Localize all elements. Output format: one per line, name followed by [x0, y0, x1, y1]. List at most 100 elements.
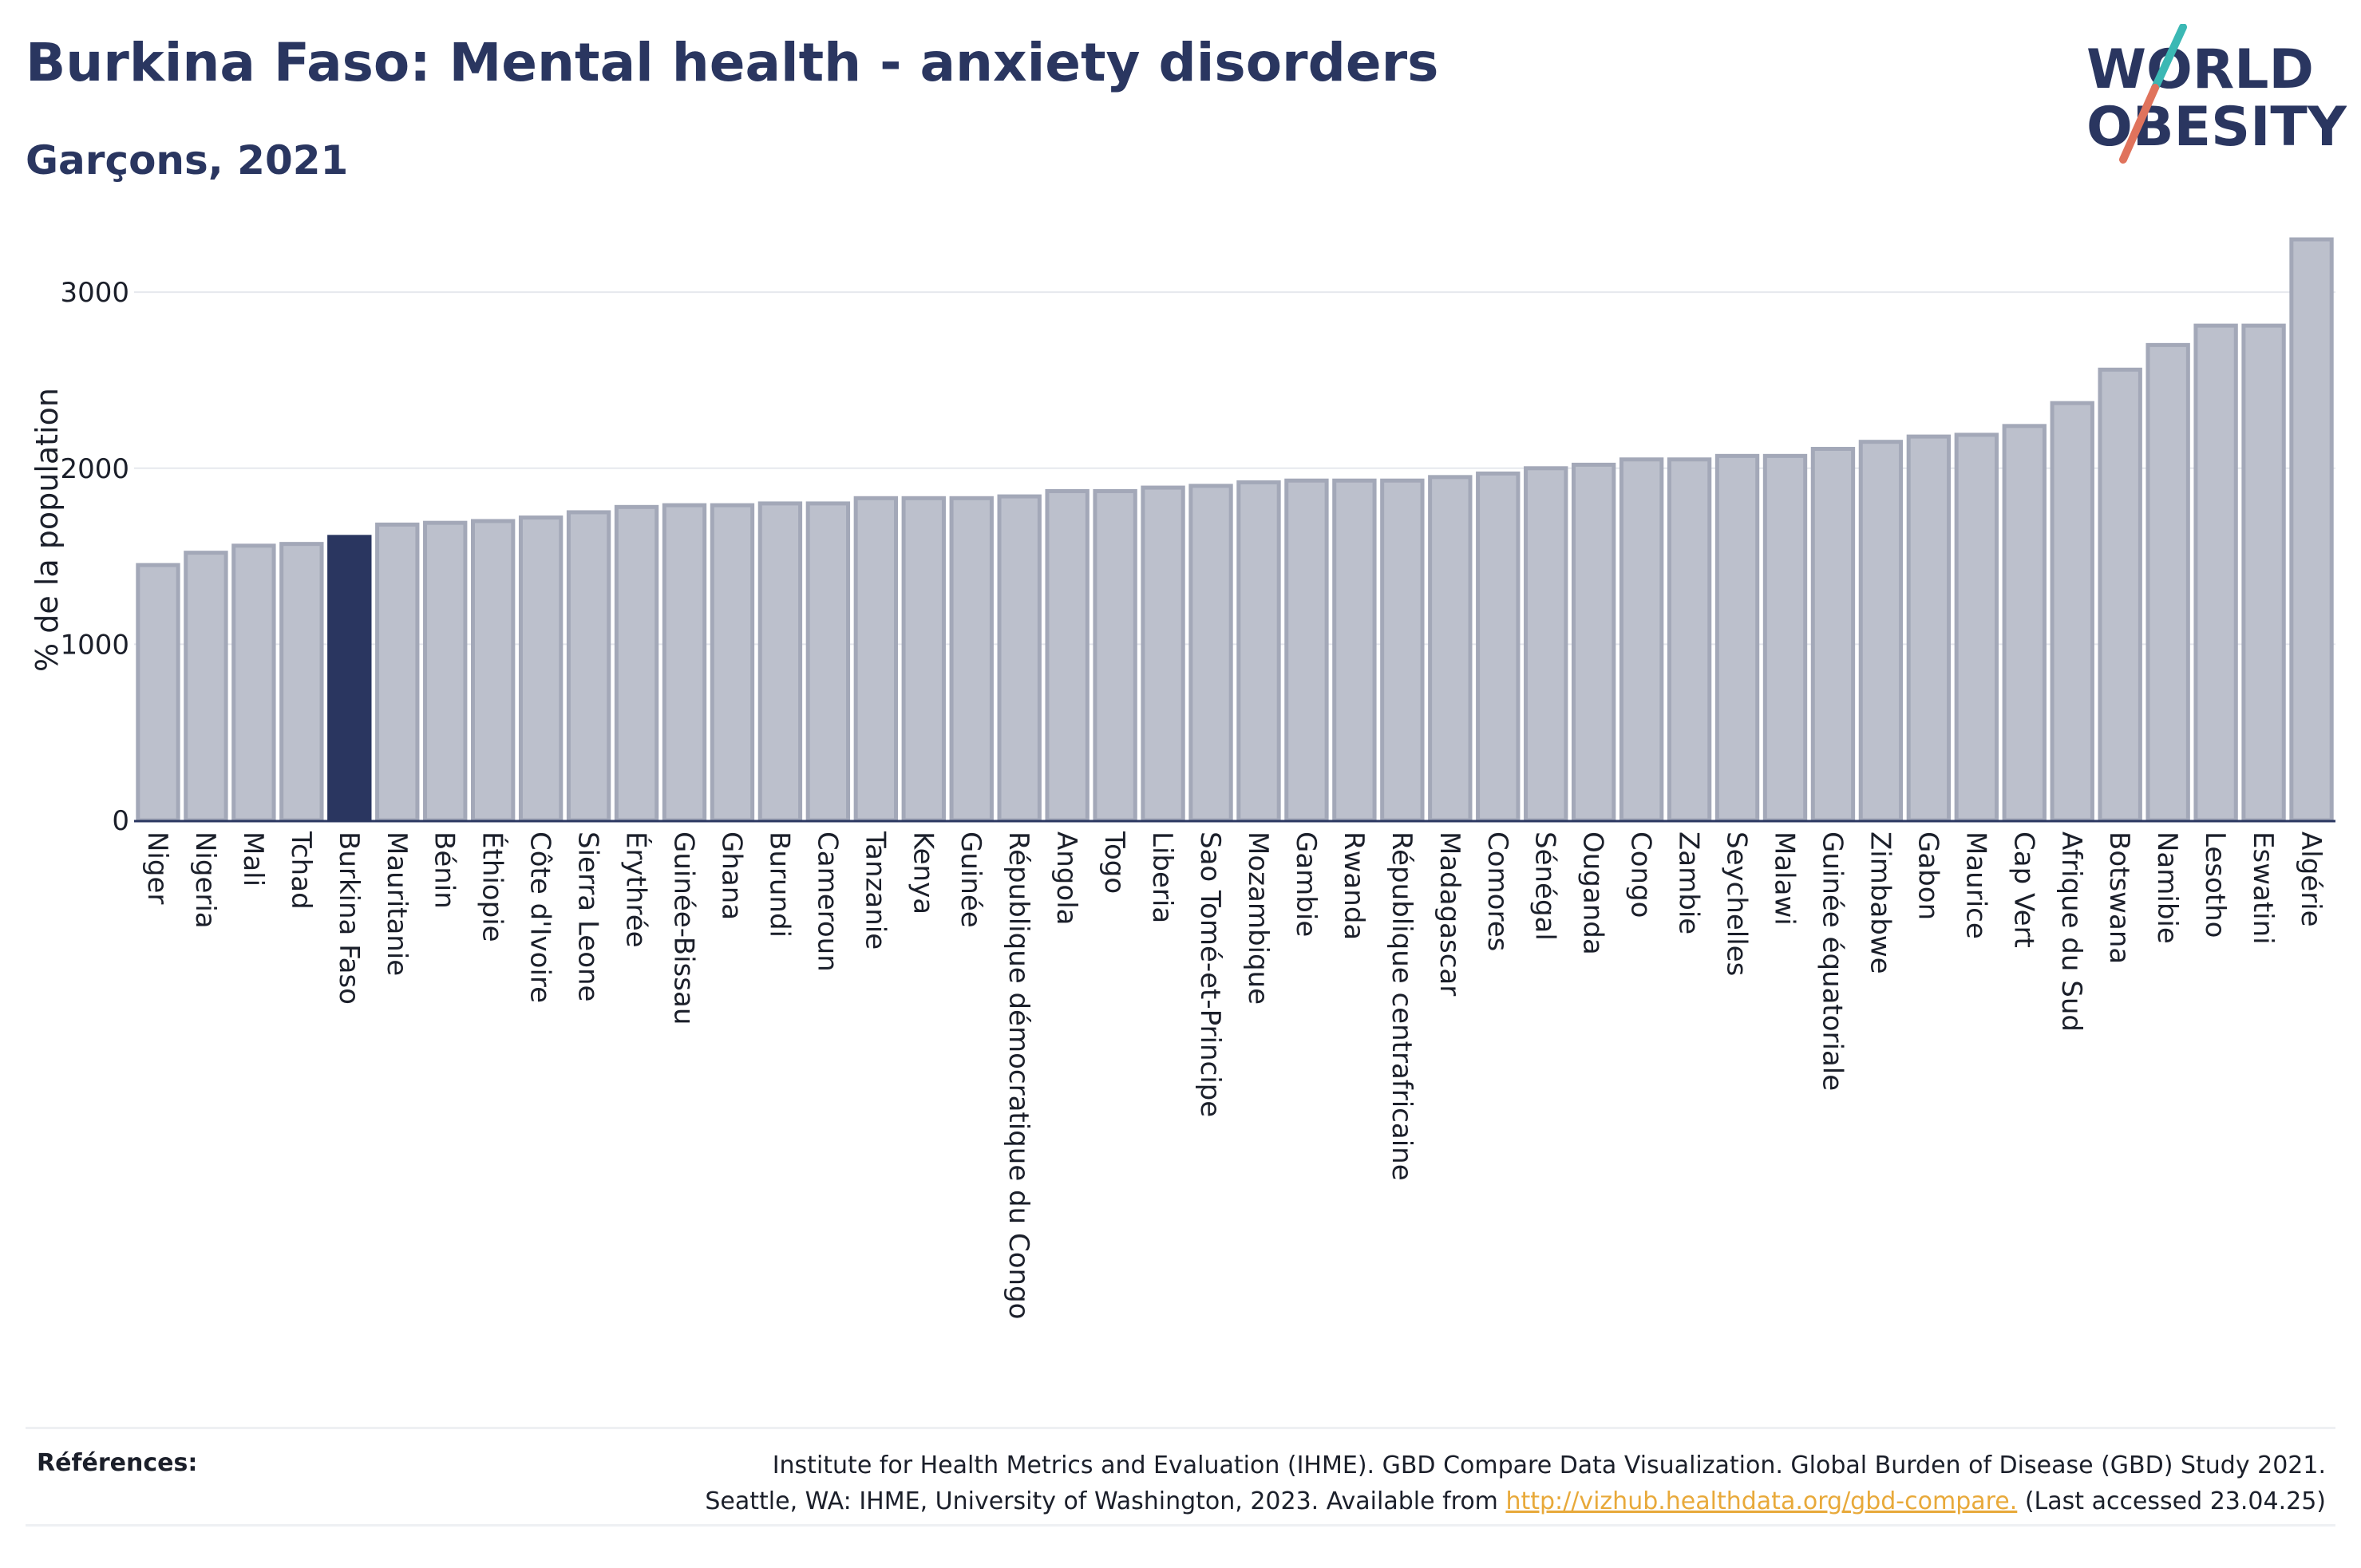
x-tick-label: Bénin [429, 831, 461, 909]
bar-c-te-d-ivoire [518, 515, 564, 823]
x-tick-label: Rwanda [1338, 831, 1370, 940]
x-tick-label: Érythrée [620, 831, 653, 948]
bar-madagascar [1428, 475, 1473, 823]
footer-divider-top [26, 1427, 2335, 1429]
x-tick-label: Mali [237, 831, 269, 887]
x-tick-label: Algérie [2295, 831, 2327, 927]
world-obesity-logo: WORLD OBESITY [2086, 24, 2347, 164]
x-tick-label: Seychelles [1721, 831, 1753, 976]
bar-chart: 0 1000 2000 3000 Niger Nigeria Mali Tchad Burki… [30, 237, 2335, 1319]
x-tick-label: Sierra Leone [572, 831, 604, 1001]
x-tick-label: Zimbabwe [1864, 831, 1896, 974]
x-tick-label: République démocratique du Congo [1003, 831, 1034, 1319]
bar-kenya [901, 496, 946, 823]
logo-slash-teal [2151, 24, 2187, 92]
bar-comores [1476, 471, 1521, 823]
x-tick-label: Nigeria [189, 831, 221, 929]
bar-rwanda [1332, 478, 1377, 823]
y-tick-label: 2000 [60, 453, 129, 485]
x-tick-label: Mauritanie [381, 831, 413, 976]
bar-zambie [1667, 457, 1712, 823]
reference-line-2-pre: Seattle, WA: IHME, University of Washing… [705, 1487, 1506, 1515]
bar-mozambique [1236, 480, 1281, 823]
bar-mauritanie [375, 522, 420, 823]
x-tick-label: Malawi [1769, 831, 1801, 926]
x-tick-label: Tchad [285, 831, 317, 910]
x-tick-label: Liberia [1146, 831, 1178, 923]
bar-b-nin [423, 520, 468, 823]
bar-afrique-du-sud [2050, 401, 2094, 823]
x-tick-label: Cameroun [811, 831, 843, 972]
references-label: Références: [37, 1449, 198, 1477]
x-tick-label: Éthiopie [477, 831, 509, 942]
bar-gabon [1906, 434, 1952, 823]
logo-slash-coral [2119, 84, 2159, 164]
bar-r-publique-centrafricaine [1380, 478, 1425, 823]
bar-eswatini [2241, 323, 2286, 823]
bar-burkina-faso [327, 535, 372, 823]
x-tick-label: Mozambique [1242, 831, 1274, 1005]
bar-ghana [710, 503, 755, 823]
bar--rythr-e [614, 504, 659, 823]
logo-word-world: WORLD [2086, 38, 2314, 101]
y-tick-label: 1000 [60, 629, 129, 661]
x-tick-label: Maurice [1960, 831, 1991, 939]
bar-nigeria [184, 551, 228, 823]
bar-zimbabwe [1858, 440, 1904, 823]
x-tick-label: Madagascar [1434, 831, 1465, 996]
reference-link[interactable]: http://vizhub.healthdata.org/gbd-compare… [1505, 1487, 2018, 1515]
y-tick-label: 0 [112, 805, 129, 837]
bar-togo [1093, 488, 1137, 823]
footer-divider-bottom [26, 1524, 2335, 1527]
x-tick-label: Sénégal [1529, 831, 1561, 941]
bar-gambie [1284, 478, 1329, 823]
bar-guin-e-quatoriale [1810, 447, 1856, 823]
bar-botswana [2098, 367, 2142, 823]
x-tick-label: Eswatini [2247, 831, 2279, 945]
references-text: Institute for Health Metrics and Evaluat… [490, 1448, 2326, 1519]
bar-seychelles [1714, 453, 1760, 823]
bar-s-n-gal [1524, 466, 1568, 823]
y-axis-ticks: 0 1000 2000 3000 [60, 277, 129, 837]
x-tick-label: Côte d'Ivoire [524, 831, 556, 1003]
x-tick-label: Guinée équatoriale [1816, 831, 1848, 1091]
chart-title: Burkina Faso: Mental health - anxiety di… [26, 32, 1439, 93]
x-tick-label: Niger [141, 831, 173, 904]
y-tick-label: 3000 [60, 277, 129, 309]
bar-malawi [1762, 453, 1808, 823]
bar-sao-tom-et-principe [1188, 484, 1233, 823]
x-tick-label: Congo [1625, 831, 1657, 918]
bar-angola [1045, 488, 1090, 823]
bar-cameroun [805, 501, 851, 823]
x-tick-label: Lesotho [2199, 831, 2231, 938]
y-axis-title: % de la population [30, 388, 65, 672]
bar-niger [136, 563, 180, 823]
bar-guin-e [949, 496, 994, 823]
x-tick-label: Guinée [955, 831, 987, 928]
bar-maurice [1954, 432, 1999, 823]
x-tick-label: Comores [1481, 831, 1513, 951]
x-tick-label: Ouganda [1577, 831, 1609, 955]
reference-line-2-post: (Last accessed 23.04.25) [2017, 1487, 2326, 1515]
x-tick-label: Ghana [715, 831, 747, 920]
bar-cap-vert [2002, 424, 2047, 823]
bar-tanzanie [853, 496, 899, 823]
x-tick-label: Tanzanie [859, 831, 891, 950]
x-tick-label: Namibie [2151, 831, 2183, 944]
bar-congo [1619, 457, 1664, 823]
x-tick-label: Afrique du Sud [2055, 831, 2087, 1032]
chart-subtitle: Garçons, 2021 [26, 137, 349, 184]
bar-r-publique-d-mocratique-du-congo [997, 494, 1042, 823]
bar-mali [231, 543, 276, 823]
x-tick-label: Burkina Faso [333, 831, 365, 1005]
x-tick-label: Gabon [1912, 831, 1944, 920]
bar-burundi [757, 501, 803, 823]
reference-line-1: Institute for Health Metrics and Evaluat… [772, 1451, 2326, 1479]
bar-tchad [279, 542, 324, 823]
bar-lesotho [2193, 323, 2238, 823]
bars [136, 237, 2334, 823]
x-tick-label: Guinée-Bissau [668, 831, 700, 1025]
x-axis-labels: Niger Nigeria Mali Tchad Burkina Faso Maurita… [141, 831, 2327, 1319]
x-tick-label: Botswana [2103, 831, 2135, 964]
x-tick-label: Cap Vert [2007, 831, 2039, 948]
